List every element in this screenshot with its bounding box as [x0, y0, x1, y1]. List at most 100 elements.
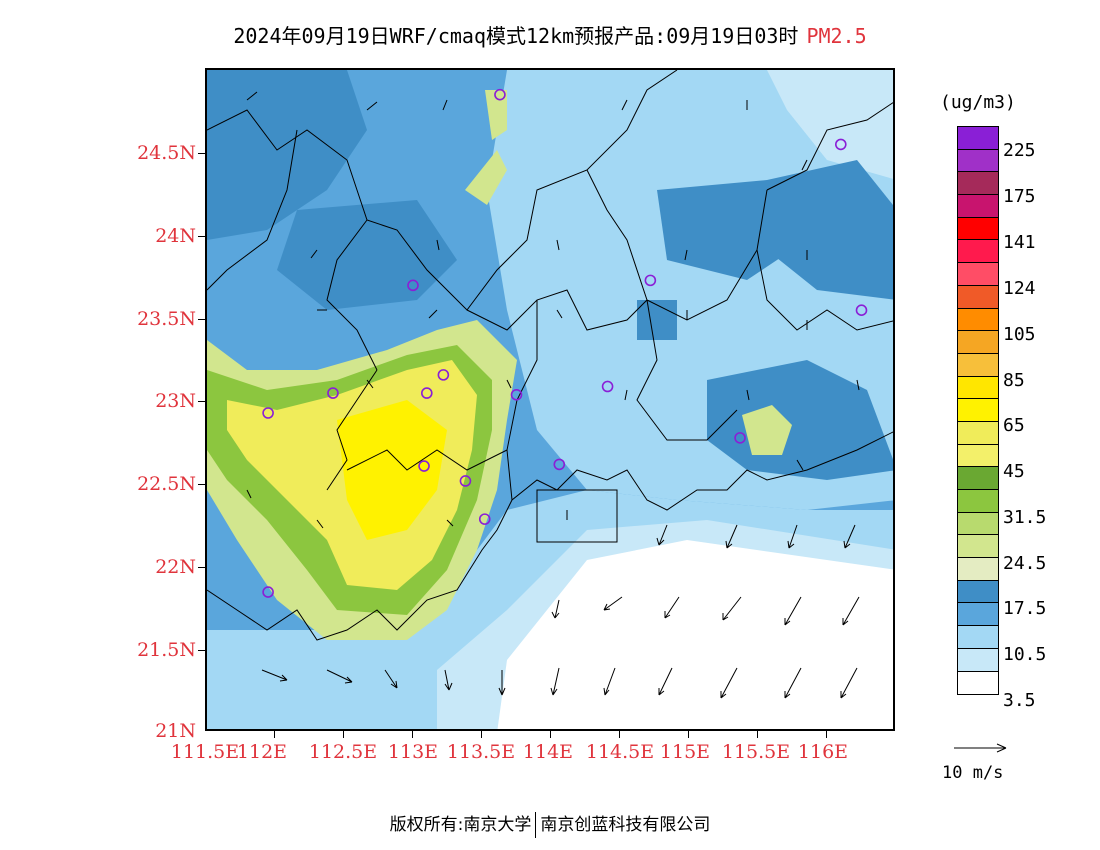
lon-label-113: 113E [387, 741, 439, 763]
colorbar-swatch [958, 149, 998, 173]
colorbar-swatch [958, 535, 998, 559]
lon-tick [550, 731, 551, 738]
title-text: 2024年09月19日WRF/cmaq模式12km预报产品:09月19日03时 [233, 24, 799, 48]
lat-tick [198, 401, 205, 402]
lon-tick [481, 731, 482, 738]
map-title: 2024年09月19日WRF/cmaq模式12km预报产品:09月19日03时 P… [0, 20, 1100, 49]
lat-label-24-5: 24.5N [137, 142, 196, 164]
field-dark-e [767, 160, 893, 300]
colorbar-swatch [958, 172, 998, 196]
lat-label-23: 23N [155, 390, 196, 412]
lon-label-115-5: 115.5E [721, 741, 791, 763]
colorbar-label: 175 [1003, 186, 1036, 207]
colorbar-swatch [958, 558, 998, 581]
colorbar-label: 10.5 [1003, 644, 1047, 665]
colorbar-swatch [958, 648, 998, 672]
station-marker [478, 513, 491, 525]
colorbar-swatch [958, 308, 998, 332]
colorbar-swatch [958, 444, 998, 468]
station-marker [437, 369, 450, 381]
station-marker [327, 387, 339, 399]
colorbar-swatch [958, 195, 998, 218]
colorbar-swatch [958, 240, 998, 264]
lon-tick [619, 731, 620, 738]
station-marker [553, 458, 566, 471]
station-marker [407, 279, 419, 292]
colorbar-swatch [958, 285, 998, 309]
colorbar-swatch [958, 376, 998, 400]
lat-tick [198, 319, 205, 320]
station-marker [855, 304, 868, 317]
station-marker [644, 274, 657, 287]
colorbar-swatch [958, 217, 998, 241]
station-marker [494, 88, 506, 101]
colorbar-label: 225 [1003, 140, 1036, 161]
colorbar-swatch [958, 353, 998, 377]
lon-label-115: 115E [659, 741, 711, 763]
lon-tick [688, 731, 689, 738]
colorbar-swatch [958, 467, 998, 490]
lon-label-116: 116E [797, 741, 849, 763]
lat-tick [198, 650, 205, 651]
lon-label-113-5: 113.5E [446, 741, 516, 763]
colorbar-label: 45 [1003, 461, 1025, 482]
station-marker [421, 387, 433, 399]
field-dark-spot [637, 300, 677, 340]
colorbar-swatch [958, 580, 998, 604]
lon-tick [274, 731, 275, 738]
colorbar-label: 141 [1003, 232, 1036, 253]
lon-label-114: 114E [522, 741, 574, 763]
station-marker [601, 380, 614, 393]
field-north-streak [485, 90, 507, 140]
wind-vectors [246, 91, 860, 699]
station-marker [418, 460, 430, 472]
colorbar-swatch [958, 490, 998, 513]
colorbar-swatch [958, 127, 998, 150]
station-marker [510, 388, 523, 401]
lon-tick [757, 731, 758, 738]
lat-label-22: 22N [155, 556, 196, 578]
forecast-map [205, 68, 895, 731]
company-name: 南京创蓝科技有限公司 [540, 815, 711, 835]
reference-vector-label: 10 m/s [942, 763, 1004, 783]
lat-label-24: 24N [155, 225, 196, 247]
field-prd-core [337, 400, 447, 540]
colorbar-unit: (ug/m3) [940, 92, 1016, 113]
station-marker [834, 138, 847, 151]
colorbar-label: 124 [1003, 278, 1036, 299]
colorbar-swatch [958, 512, 998, 536]
colorbar-swatch [958, 263, 998, 286]
lon-label-111-5: 111.5E [170, 741, 240, 763]
colorbar-label: 65 [1003, 415, 1025, 436]
colorbar-label: 24.5 [1003, 553, 1047, 574]
lat-tick [198, 567, 205, 568]
lat-tick [198, 153, 205, 154]
colorbar-swatch [958, 626, 998, 649]
colorbar-label: 105 [1003, 324, 1036, 345]
lat-tick [198, 484, 205, 485]
colorbar-label: 3.5 [1003, 690, 1036, 711]
footer: 版权所有:南京大学 南京创蓝科技有限公司 [0, 810, 1100, 838]
lon-label-112: 112E [236, 741, 288, 763]
lat-tick [198, 236, 205, 237]
pollutant-name: PM2.5 [806, 24, 867, 48]
lat-label-22-5: 22.5N [137, 473, 196, 495]
station-marker [262, 586, 274, 598]
colorbar-swatch [958, 399, 998, 422]
colorbar-swatch [958, 331, 998, 354]
lon-tick [343, 731, 344, 738]
copyright-text: 版权所有:南京大学 [389, 815, 532, 835]
field-east-patch [742, 405, 792, 455]
lon-tick [826, 731, 827, 738]
monitoring-stations [262, 88, 868, 598]
admin-boundaries [207, 70, 893, 641]
colorbar-swatch [958, 603, 998, 627]
field-dark-w [277, 200, 457, 310]
lon-label-114-5: 114.5E [585, 741, 655, 763]
colorbar-swatch [958, 671, 998, 695]
colorbar-label: 17.5 [1003, 598, 1047, 619]
colorbar-swatch [958, 421, 998, 445]
lat-label-23-5: 23.5N [137, 308, 196, 330]
station-marker [459, 475, 472, 487]
lon-tick [412, 731, 413, 738]
